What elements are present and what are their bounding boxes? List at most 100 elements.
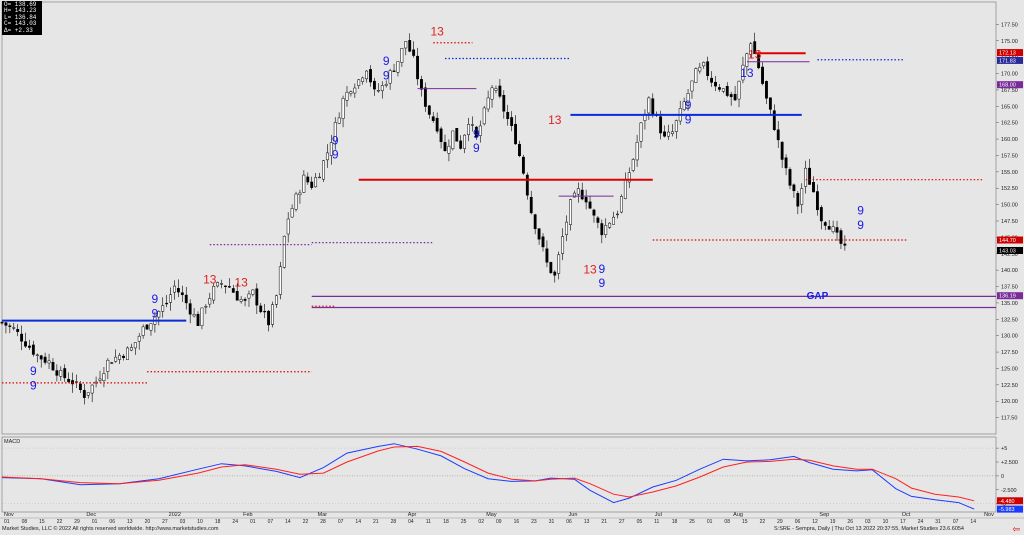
- price-tag: [997, 81, 1023, 89]
- x-day-label: 08: [22, 519, 28, 525]
- x-day-label: 03: [180, 519, 186, 525]
- candle-body: [302, 174, 306, 193]
- x-day-label: 14: [970, 519, 976, 525]
- candle-body: [784, 157, 788, 169]
- macd-value-tag: [997, 497, 1023, 505]
- td-count-label: 9: [152, 306, 159, 320]
- candle-body: [529, 197, 533, 214]
- candle-body: [200, 307, 204, 326]
- candle-body: [486, 97, 490, 110]
- x-day-label: 04: [408, 519, 414, 525]
- price-tick-label: 137.50: [1001, 285, 1018, 291]
- candle-body: [353, 87, 357, 94]
- x-day-label: 26: [847, 519, 853, 525]
- x-day-label: 05: [637, 519, 643, 525]
- x-month-label: Nov: [984, 512, 994, 518]
- x-day-label: 25: [689, 519, 695, 525]
- candle-body: [47, 360, 51, 364]
- td-count-label: 9: [473, 127, 480, 141]
- x-day-label: 27: [162, 519, 168, 525]
- x-day-label: 24: [918, 519, 924, 525]
- candle-body: [333, 122, 337, 142]
- candle-body: [8, 325, 12, 327]
- candle-body: [541, 236, 545, 248]
- candle-body: [553, 271, 557, 276]
- price-panel-frame: [1, 1, 997, 435]
- x-day-label: 29: [74, 519, 80, 525]
- candle-body: [204, 305, 208, 308]
- footer-bar: Market Studies, LLC © 2022 All rights re…: [0, 523, 1024, 534]
- candle-body: [67, 378, 71, 383]
- candle-body: [129, 347, 133, 351]
- macd-value-label: -4.480: [999, 499, 1015, 505]
- candle-body: [357, 79, 361, 86]
- td-count-label: 9: [332, 148, 339, 162]
- candle-body: [706, 61, 710, 76]
- x-day-label: 10: [883, 519, 889, 525]
- candle-body: [725, 86, 729, 96]
- x-day-label: 27: [619, 519, 625, 525]
- candle-body: [157, 311, 161, 318]
- macd-title: MACD: [4, 439, 20, 445]
- x-day-label: 11: [654, 519, 659, 525]
- price-tag: [997, 236, 1023, 244]
- macd-panel-frame: [1, 436, 997, 513]
- candle-body: [341, 98, 345, 119]
- candle-body: [16, 329, 20, 332]
- td-count-label: 9: [383, 68, 390, 82]
- ohlc-high: H= 143.23: [4, 7, 37, 15]
- x-day-label: 24: [232, 519, 238, 525]
- candle-body: [533, 214, 537, 230]
- candle-body: [290, 208, 294, 218]
- candle-body: [373, 80, 376, 90]
- candle-body: [843, 243, 847, 246]
- signal-line: [1, 445, 975, 502]
- ohlc-open: O= 138.69: [4, 1, 37, 8]
- candle-body: [71, 380, 74, 385]
- candle-body: [82, 390, 86, 398]
- candle-body: [318, 176, 321, 179]
- candle-body: [518, 143, 521, 157]
- candle-body: [549, 262, 553, 274]
- x-day-label: 07: [338, 519, 344, 525]
- candle-body: [525, 174, 529, 196]
- candle-body: [537, 228, 541, 240]
- td-count-label: 13: [583, 262, 597, 276]
- back-arrow-icon[interactable]: ⇦: [1012, 524, 1020, 534]
- candle-body: [39, 355, 43, 360]
- candle-body: [169, 294, 172, 303]
- price-tick-label: 140.00: [1001, 268, 1018, 274]
- candle-body: [443, 142, 447, 152]
- candle-body: [459, 140, 463, 149]
- candle-body: [247, 293, 251, 299]
- candle-body: [827, 226, 831, 230]
- candle-body: [623, 179, 627, 199]
- x-day-label: 18: [672, 519, 678, 525]
- candle-body: [271, 304, 274, 325]
- candle-body: [192, 314, 196, 317]
- candle-body: [467, 124, 470, 136]
- x-day-label: 01: [92, 519, 98, 525]
- x-day-label: 20: [145, 519, 151, 525]
- candle-body: [749, 43, 753, 55]
- x-day-label: 06: [109, 519, 115, 525]
- candle-body: [86, 392, 90, 396]
- candle-body: [600, 223, 604, 236]
- x-day-label: 16: [514, 519, 520, 525]
- candle-body: [337, 117, 341, 124]
- td-count-label: 13: [740, 66, 754, 80]
- candle-body: [224, 285, 227, 287]
- macd-value-tag: [997, 505, 1023, 513]
- candle-body: [51, 362, 55, 371]
- x-day-label: 10: [197, 519, 203, 525]
- candle-body: [565, 221, 568, 235]
- candle-body: [698, 66, 702, 72]
- x-day-label: 31: [935, 519, 941, 525]
- candle-body: [35, 354, 39, 356]
- x-day-label: 07: [268, 519, 274, 525]
- candle-body: [604, 225, 608, 235]
- x-day-label: 29: [777, 519, 783, 525]
- td-count-label: 9: [383, 54, 390, 68]
